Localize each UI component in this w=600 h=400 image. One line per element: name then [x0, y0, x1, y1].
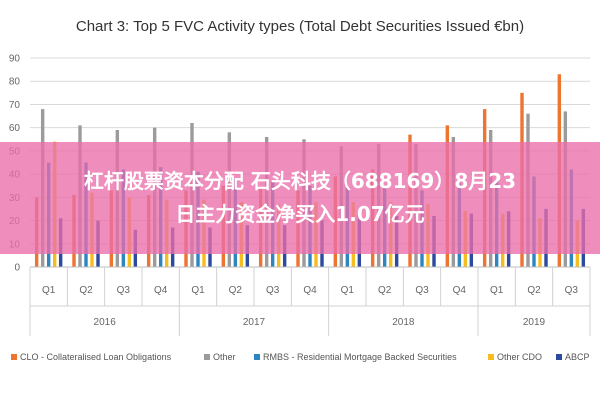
y-tick-label: 60: [9, 123, 21, 134]
legend-swatch: [11, 354, 17, 360]
x-tick-label: Q1: [341, 285, 355, 296]
x-tick-label: Q2: [378, 285, 392, 296]
legend-label: RMBS - Residential Mortgage Backed Secur…: [263, 352, 457, 362]
x-tick-label: Q1: [42, 285, 56, 296]
y-tick-label: 80: [9, 77, 21, 88]
legend: CLO - Collateralised Loan Obligations Oth…: [11, 352, 590, 362]
x-axis: Q1 Q2 Q3 Q4 Q1 Q2 Q3 Q4 Q1 Q2 Q3 Q4 Q1 Q2 Q3 2016 2017 20…: [29, 266, 591, 336]
year-label: 2018: [392, 317, 415, 328]
x-tick-label: Q4: [154, 285, 168, 296]
legend-swatch: [556, 354, 562, 360]
legend-label: ABCP: [565, 352, 590, 362]
chart-title: Chart 3: Top 5 FVC Activity types (Total…: [76, 18, 524, 35]
x-tick-label: Q2: [527, 285, 541, 296]
y-tick-label: 90: [9, 54, 21, 65]
banner-text: 杠杆股票资本分配 石头科技（688169）8月23 日主力资金净买入1.07亿元: [20, 165, 580, 231]
x-tick-label: Q2: [229, 285, 243, 296]
x-tick-label: Q3: [266, 285, 280, 296]
year-label: 2017: [243, 317, 266, 328]
legend-label: Other CDO: [497, 352, 542, 362]
legend-swatch: [254, 354, 260, 360]
legend-label: CLO - Collateralised Loan Obligations: [20, 352, 172, 362]
banner-line-2: 日主力资金净买入1.07亿元: [175, 202, 425, 226]
legend-swatch: [204, 354, 210, 360]
year-label: 2019: [523, 317, 546, 328]
year-label: 2016: [94, 317, 117, 328]
x-tick-label: Q4: [453, 285, 467, 296]
x-tick-label: Q1: [490, 285, 504, 296]
banner-line-1: 杠杆股票资本分配 石头科技（688169）8月23: [83, 169, 517, 193]
legend-label: Other: [213, 352, 236, 362]
legend-swatch: [488, 354, 494, 360]
x-tick-label: Q3: [565, 285, 579, 296]
y-tick-label: 70: [9, 100, 21, 111]
y-tick-label: 0: [14, 263, 20, 274]
x-tick-label: Q3: [117, 285, 131, 296]
x-tick-label: Q2: [79, 285, 93, 296]
x-tick-label: Q1: [191, 285, 205, 296]
overlay-banner: 杠杆股票资本分配 石头科技（688169）8月23 日主力资金净买入1.07亿元: [0, 142, 600, 254]
x-tick-label: Q4: [303, 285, 317, 296]
x-tick-label: Q3: [415, 285, 429, 296]
